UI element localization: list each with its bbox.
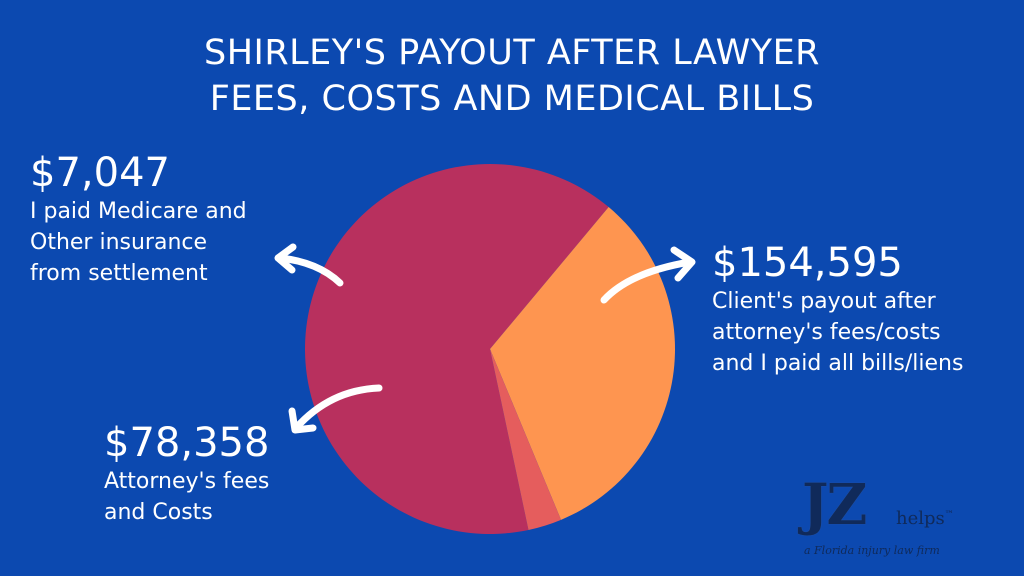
logo-tagline: a Florida injury law firm bbox=[804, 544, 940, 557]
medicare-line-3: from settlement bbox=[30, 261, 208, 286]
attorney-description: Attorney's fees and Costs bbox=[104, 466, 269, 528]
arrow-medicare-head bbox=[274, 243, 297, 274]
client-description: Client's payout after attorney's fees/co… bbox=[712, 286, 963, 379]
arrows bbox=[274, 243, 696, 434]
attorney-line-2: and Costs bbox=[104, 500, 213, 525]
jz-helps-logo: JZ helps™ a Florida injury law firm bbox=[800, 472, 990, 568]
attorney-line-1: Attorney's fees bbox=[104, 469, 270, 494]
medicare-line-2: Other insurance bbox=[30, 230, 208, 255]
client-amount: $154,595 bbox=[712, 240, 903, 286]
logo-tm: ™ bbox=[944, 510, 954, 520]
logo-mark: JZ bbox=[802, 472, 867, 538]
logo-word-text: helps bbox=[896, 508, 945, 529]
callout-client: $154,595 Client's payout after attorney'… bbox=[712, 240, 963, 379]
callout-attorney: $78,358 Attorney's fees and Costs bbox=[104, 420, 269, 528]
attorney-amount: $78,358 bbox=[104, 420, 270, 466]
pie-slice-medicare bbox=[490, 349, 562, 530]
arrow-medicare bbox=[276, 254, 344, 287]
chart-title-line-2: FEES, COSTS AND MEDICAL BILLS bbox=[209, 79, 815, 119]
arrow-attorney bbox=[292, 384, 383, 432]
logo-word: helps™ bbox=[896, 508, 954, 529]
arrow-attorney-head bbox=[288, 407, 317, 434]
chart-title-line-1: SHIRLEY'S PAYOUT AFTER LAWYER bbox=[203, 33, 820, 73]
client-line-1: Client's payout after bbox=[712, 289, 936, 314]
medicare-line-1: I paid Medicare and bbox=[30, 199, 247, 224]
pie-slices bbox=[305, 164, 675, 535]
client-line-3: and I paid all bills/liens bbox=[712, 351, 964, 376]
arrow-client bbox=[600, 258, 694, 304]
callout-medicare: $7,047 I paid Medicare and Other insuran… bbox=[30, 150, 247, 289]
client-line-2: attorney's fees/costs bbox=[712, 320, 941, 345]
medicare-description: I paid Medicare and Other insurance from… bbox=[30, 196, 247, 289]
chart-title: SHIRLEY'S PAYOUT AFTER LAWYER FEES, COST… bbox=[0, 30, 1024, 122]
pie-slice-client bbox=[305, 164, 609, 535]
medicare-amount: $7,047 bbox=[30, 150, 170, 196]
arrow-client-head bbox=[670, 246, 696, 282]
